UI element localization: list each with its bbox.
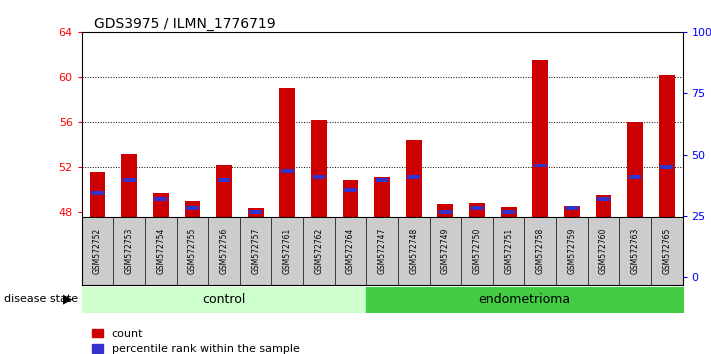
Bar — [279, 88, 295, 217]
Bar — [534, 164, 547, 167]
Bar — [91, 192, 104, 195]
Bar — [565, 206, 578, 210]
Bar — [281, 169, 294, 173]
Text: GSM572762: GSM572762 — [314, 228, 324, 274]
Bar — [471, 206, 483, 210]
Bar — [439, 210, 451, 214]
Text: GSM572765: GSM572765 — [662, 228, 671, 274]
Text: GSM572758: GSM572758 — [536, 228, 545, 274]
Text: ▶: ▶ — [63, 293, 73, 306]
Text: GSM572761: GSM572761 — [283, 228, 292, 274]
Text: GSM572757: GSM572757 — [251, 228, 260, 274]
Bar — [597, 197, 610, 201]
Bar — [659, 75, 675, 217]
Text: GSM572760: GSM572760 — [599, 228, 608, 274]
Bar — [344, 188, 357, 192]
Bar — [90, 172, 105, 217]
Text: GSM572749: GSM572749 — [441, 228, 450, 274]
Bar — [469, 203, 485, 217]
Bar — [343, 180, 358, 217]
Bar — [629, 175, 641, 179]
Bar — [185, 201, 201, 217]
Bar — [501, 207, 517, 217]
Text: disease state: disease state — [4, 294, 77, 304]
Text: control: control — [203, 293, 246, 306]
Bar — [186, 206, 199, 210]
Bar — [533, 60, 548, 217]
Text: GDS3975 / ILMN_1776719: GDS3975 / ILMN_1776719 — [94, 17, 275, 31]
Text: GSM572764: GSM572764 — [346, 228, 355, 274]
Bar — [502, 210, 515, 214]
Bar — [311, 120, 327, 217]
Bar — [313, 175, 325, 179]
Bar — [216, 165, 232, 217]
Bar — [154, 197, 167, 201]
Text: GSM572755: GSM572755 — [188, 228, 197, 274]
Text: GSM572748: GSM572748 — [410, 228, 418, 274]
Bar — [437, 204, 454, 217]
Bar — [376, 178, 388, 182]
Bar — [374, 177, 390, 217]
Text: GSM572747: GSM572747 — [378, 228, 387, 274]
Bar — [153, 193, 169, 217]
Text: GSM572759: GSM572759 — [567, 228, 577, 274]
Text: GSM572763: GSM572763 — [631, 228, 640, 274]
Bar — [122, 154, 137, 217]
Text: GSM572753: GSM572753 — [124, 228, 134, 274]
Bar — [123, 178, 136, 182]
Text: GSM572756: GSM572756 — [220, 228, 228, 274]
Text: GSM572752: GSM572752 — [93, 228, 102, 274]
Legend: count, percentile rank within the sample: count, percentile rank within the sample — [87, 324, 304, 354]
Text: endometrioma: endometrioma — [479, 293, 570, 306]
Bar — [596, 195, 611, 217]
Bar — [406, 140, 422, 217]
Text: GSM572750: GSM572750 — [473, 228, 481, 274]
Bar — [407, 175, 420, 179]
Bar — [564, 206, 579, 217]
Bar — [627, 122, 643, 217]
Bar — [250, 210, 262, 214]
Bar — [218, 178, 230, 182]
Bar — [661, 165, 673, 169]
Bar — [247, 209, 264, 217]
Text: GSM572751: GSM572751 — [504, 228, 513, 274]
Text: GSM572754: GSM572754 — [156, 228, 166, 274]
